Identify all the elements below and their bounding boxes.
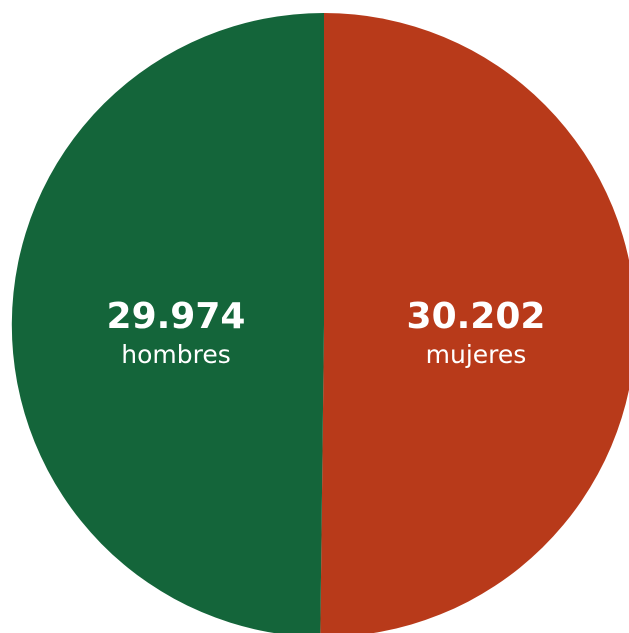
slice-mujeres-annotation: 30.202 mujeres bbox=[407, 296, 546, 369]
slices-layer bbox=[11, 13, 629, 633]
slice-mujeres-value: 30.202 bbox=[407, 296, 546, 337]
slice-hombres-label: hombres bbox=[121, 340, 231, 369]
slice-mujeres-label: mujeres bbox=[426, 340, 527, 369]
pie-slice-hombres bbox=[11, 13, 324, 633]
pie-slice-mujeres bbox=[320, 13, 629, 633]
slice-hombres-annotation: 29.974 hombres bbox=[107, 296, 246, 369]
slice-hombres-value: 29.974 bbox=[107, 296, 246, 337]
